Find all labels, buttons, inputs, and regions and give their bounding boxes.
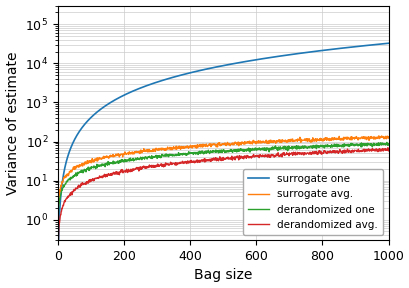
surrogate avg.	[56, 209, 61, 212]
derandomized avg.	[189, 161, 194, 164]
derandomized one	[312, 143, 317, 147]
surrogate avg.	[189, 145, 194, 148]
derandomized one	[282, 146, 287, 150]
derandomized avg.	[312, 152, 317, 155]
surrogate one	[319, 49, 324, 52]
surrogate one	[56, 264, 61, 268]
derandomized avg.	[385, 149, 390, 153]
derandomized one	[189, 151, 194, 155]
derandomized avg.	[282, 153, 287, 157]
derandomized avg.	[201, 158, 206, 162]
surrogate avg.	[385, 136, 390, 140]
surrogate avg.	[282, 139, 287, 142]
derandomized avg.	[319, 152, 324, 156]
derandomized one	[385, 142, 390, 146]
Line: surrogate avg.: surrogate avg.	[58, 136, 388, 211]
surrogate one	[189, 71, 194, 74]
derandomized avg.	[56, 243, 61, 247]
surrogate avg.	[312, 138, 317, 142]
X-axis label: Bag size: Bag size	[193, 268, 252, 283]
surrogate one	[312, 50, 317, 53]
derandomized one	[384, 141, 389, 144]
derandomized avg.	[384, 146, 389, 149]
surrogate one	[89, 115, 94, 118]
surrogate one	[282, 54, 287, 57]
derandomized one	[319, 145, 324, 148]
Line: surrogate one: surrogate one	[58, 43, 388, 266]
Line: derandomized avg.: derandomized avg.	[58, 148, 388, 245]
derandomized one	[56, 215, 61, 219]
derandomized avg.	[89, 179, 94, 182]
surrogate one	[201, 68, 206, 71]
derandomized one	[89, 166, 94, 169]
surrogate avg.	[319, 139, 324, 142]
derandomized one	[201, 152, 206, 156]
surrogate avg.	[201, 143, 206, 146]
surrogate one	[385, 41, 390, 45]
Y-axis label: Variance of estimate: Variance of estimate	[6, 51, 20, 195]
surrogate avg.	[375, 134, 380, 138]
Line: derandomized one: derandomized one	[58, 142, 388, 217]
Legend: surrogate one, surrogate avg., derandomized one, derandomized avg.: surrogate one, surrogate avg., derandomi…	[243, 169, 382, 235]
surrogate avg.	[89, 159, 94, 162]
